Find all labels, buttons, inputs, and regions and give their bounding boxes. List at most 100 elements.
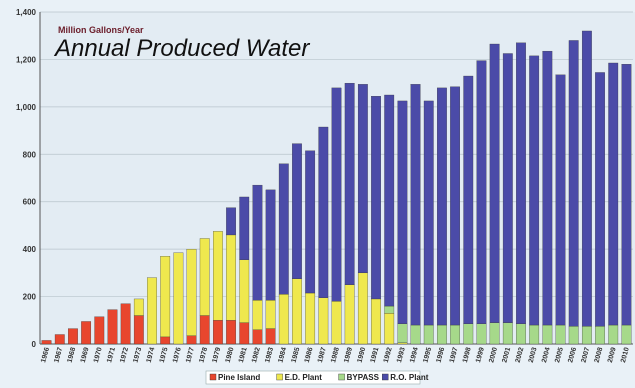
bar-segment [489, 322, 500, 345]
bar-segment [357, 84, 368, 274]
bar-segment [621, 324, 632, 345]
bar-segment [555, 74, 566, 326]
bar-segment [476, 60, 487, 324]
x-tick-label: 1969 [80, 347, 91, 364]
bar-segment [437, 87, 447, 326]
bar-segment [489, 43, 500, 323]
bar-segment [384, 305, 395, 314]
x-tick-label: 1997 [449, 347, 460, 364]
bar-segment [397, 342, 408, 345]
bar-segment [226, 207, 236, 236]
bar-segment [199, 315, 210, 345]
x-tick-label: 1983 [264, 347, 275, 364]
x-tick-label: 1977 [185, 347, 196, 364]
x-tick-label: 1996 [436, 347, 447, 364]
x-tick-label: 1984 [277, 347, 288, 364]
bar-segment [555, 324, 566, 345]
y-tick-label: 800 [23, 150, 37, 159]
bar-segment [265, 299, 276, 329]
x-tick-label: 1993 [396, 347, 407, 364]
bar-segment [516, 42, 526, 324]
y-tick-label: 1,000 [16, 103, 37, 112]
x-tick-label: 2008 [594, 347, 605, 364]
bar-segment [568, 40, 579, 327]
bar-segment [463, 323, 474, 345]
bar-segment [160, 336, 171, 345]
x-tick-label: 1982 [251, 347, 262, 364]
legend-swatch [276, 373, 283, 381]
legend-box [205, 370, 421, 385]
bar-segment [94, 316, 105, 345]
bar-segment [318, 297, 329, 345]
legend-swatch [382, 373, 389, 381]
bar-segment [186, 335, 197, 345]
bar-segment [357, 272, 368, 345]
x-tick-label: 1980 [225, 347, 236, 364]
x-tick-label: 1971 [106, 347, 117, 364]
x-tick-label: 1992 [383, 347, 394, 364]
bar-segment [410, 324, 421, 345]
bar-segment [133, 315, 144, 345]
x-tick-label: 2002 [515, 347, 526, 364]
bar-segment [621, 64, 632, 326]
bar-segment [476, 323, 487, 345]
bar-segment [252, 299, 263, 330]
bar-segment [608, 62, 619, 326]
x-tick-label: 2006 [567, 347, 578, 364]
x-tick-label: 1975 [159, 347, 170, 364]
bar-segment [213, 231, 223, 321]
bar-segment [581, 326, 592, 345]
legend-swatch [209, 373, 217, 381]
x-tick-label: 2003 [528, 347, 539, 364]
x-tick-label: 1981 [238, 347, 249, 364]
x-tick-label: 2001 [501, 347, 512, 364]
x-tick-label: 1967 [53, 347, 64, 364]
bar-segment [608, 324, 619, 345]
bar-segment [529, 55, 540, 326]
legend-swatch [338, 373, 345, 381]
bar-segment [397, 100, 408, 324]
x-tick-label: 1999 [475, 347, 486, 364]
bar-segment [423, 100, 434, 326]
bar-segment [81, 321, 92, 345]
bar-segment [213, 320, 223, 345]
bar-segment [173, 252, 184, 345]
bar-segment [278, 294, 289, 345]
x-tick-label: 1970 [93, 347, 104, 364]
bar-segment [331, 301, 342, 345]
bar-segment [278, 163, 289, 295]
x-tick-label: 1966 [40, 347, 51, 364]
bar-segment [437, 324, 447, 345]
x-tick-label: 1986 [304, 347, 315, 364]
bar-segment [397, 323, 408, 343]
bar-segment [595, 326, 605, 345]
bar-segment [331, 87, 342, 302]
legend-label: R.O. Plant [390, 373, 429, 382]
y-tick-label: 200 [23, 293, 37, 302]
bar-segment [239, 196, 250, 260]
bar-segment [344, 82, 355, 285]
x-tick-label: 1985 [291, 347, 302, 364]
x-tick-label: 1973 [132, 347, 143, 364]
x-tick-label: 2009 [607, 347, 618, 364]
bar-segment [107, 309, 118, 345]
bar-segment [54, 334, 65, 345]
y-tick-label: 0 [32, 340, 37, 349]
bar-segment [133, 298, 144, 316]
bar-segment [371, 298, 381, 345]
x-tick-label: 1998 [462, 347, 473, 364]
x-tick-label: 2010 [620, 347, 631, 364]
x-tick-label: 1978 [198, 347, 209, 364]
y-tick-label: 400 [23, 245, 37, 254]
bar-segment [318, 126, 329, 298]
legend: Pine Island E.D. Plant BYPASS R.O. Plant [205, 370, 429, 385]
bar-segment [226, 234, 236, 321]
bar-segment [423, 324, 434, 345]
bar-segment [305, 292, 316, 345]
x-tick-label: 1979 [212, 347, 223, 364]
bar-segment [502, 53, 513, 323]
bar-segment [344, 284, 355, 345]
x-tick-label: 2005 [554, 347, 565, 364]
x-tick-label: 1987 [317, 347, 328, 364]
